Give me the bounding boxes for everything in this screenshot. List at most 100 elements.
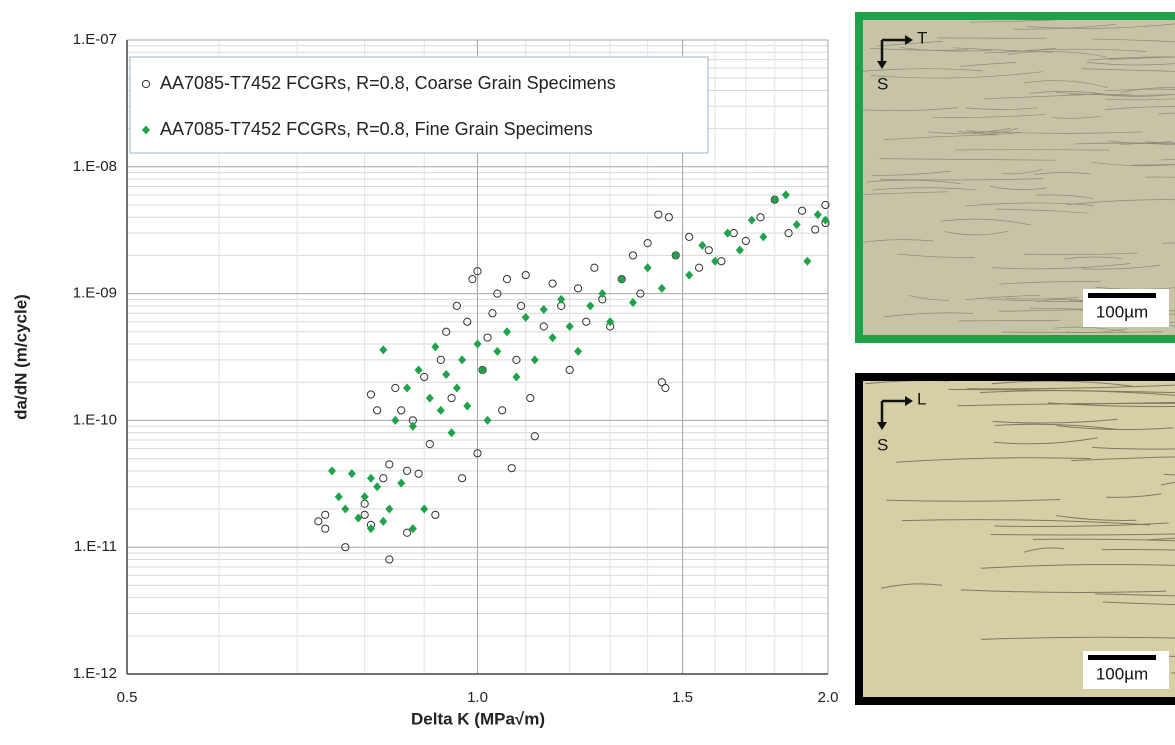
grain-boundary — [960, 62, 1017, 67]
point — [366, 390, 376, 399]
grain-boundary — [900, 47, 994, 52]
point — [530, 432, 539, 441]
grain-boundary — [883, 134, 997, 141]
point — [493, 346, 502, 356]
grain-boundary — [883, 312, 973, 318]
point — [502, 275, 512, 284]
point — [574, 346, 583, 356]
point — [360, 510, 369, 519]
x-tick-label: 1.5 — [672, 689, 693, 706]
grain-boundary — [854, 107, 959, 111]
grain-boundary — [965, 107, 1038, 110]
point — [457, 474, 467, 483]
micrograph-bg — [855, 373, 1175, 705]
grain-boundary — [1081, 264, 1161, 270]
point — [759, 232, 768, 242]
grain-boundary — [1145, 176, 1175, 178]
point — [643, 263, 652, 273]
grain-boundary — [965, 202, 1094, 207]
point — [628, 298, 637, 308]
grain-boundary — [995, 208, 1089, 214]
y-axis-title: da/dN (m/cycle) — [11, 294, 30, 420]
grain-boundary — [1081, 68, 1175, 72]
point — [347, 469, 356, 479]
point — [463, 317, 472, 326]
point — [373, 406, 382, 415]
grain-boundary — [1088, 56, 1175, 61]
x-axis-title: Delta K (MPa√m) — [411, 709, 545, 728]
grain-boundary — [1056, 425, 1173, 431]
point — [521, 270, 530, 280]
point — [685, 232, 694, 242]
point — [664, 213, 673, 222]
point — [414, 469, 423, 478]
point — [447, 393, 456, 403]
grain-boundary — [966, 127, 1019, 134]
grain-boundary — [1160, 481, 1175, 486]
y-tick-label: 1.E-10 — [73, 411, 117, 428]
grain-boundary — [870, 48, 968, 51]
point — [654, 210, 663, 219]
grain-boundary — [1120, 142, 1175, 145]
point — [379, 474, 388, 483]
grain-boundary — [1054, 326, 1130, 334]
point — [797, 206, 807, 215]
point — [483, 333, 492, 342]
point — [360, 492, 369, 502]
grain-boundary — [1034, 172, 1091, 175]
grain-boundary — [1104, 106, 1175, 110]
grain-boundary — [1151, 324, 1175, 327]
grain-boundary — [993, 437, 1098, 445]
x-tick-label: 1.0 — [467, 689, 488, 706]
point — [402, 466, 412, 475]
grain-boundary — [897, 253, 976, 258]
point — [803, 256, 812, 266]
legend-marker — [141, 79, 151, 89]
scale-label: 100µm — [1096, 664, 1148, 683]
point — [711, 256, 720, 266]
grain-boundary — [871, 170, 951, 176]
scale-label: 100µm — [1096, 302, 1148, 321]
point — [431, 342, 440, 352]
point — [565, 365, 574, 375]
point — [436, 355, 445, 365]
point — [447, 428, 456, 438]
point — [366, 524, 375, 534]
grain-boundary — [940, 218, 1032, 226]
grain-boundary — [979, 390, 1175, 396]
point — [473, 267, 482, 276]
grain-boundary — [862, 191, 949, 196]
point — [821, 200, 830, 210]
grain-boundary — [958, 319, 1061, 322]
arrow-head — [877, 422, 887, 430]
grain-boundary — [990, 533, 1175, 536]
point — [473, 339, 482, 349]
grain-boundary — [886, 499, 1061, 502]
point — [493, 289, 502, 298]
point — [442, 327, 451, 336]
point — [321, 510, 330, 519]
grain-boundary — [1026, 23, 1175, 29]
grain-boundary — [992, 263, 1131, 270]
grain-boundary — [895, 457, 1091, 463]
point — [425, 440, 434, 449]
point — [811, 225, 820, 234]
grain-boundary — [1120, 87, 1175, 93]
y-tick-label: 1.E-12 — [73, 665, 117, 682]
point — [366, 473, 375, 483]
grain-boundary — [1092, 38, 1175, 43]
point — [502, 327, 511, 337]
point — [463, 401, 472, 411]
direction-label: L — [917, 389, 926, 408]
grain-boundary — [1023, 252, 1138, 256]
grain-boundary — [1065, 328, 1128, 334]
point — [431, 510, 440, 519]
grain-boundary — [991, 380, 1133, 387]
y-tick-label: 1.E-07 — [73, 31, 117, 48]
grain-boundary — [1024, 547, 1065, 553]
grain-boundary — [855, 68, 983, 73]
grain-boundary — [908, 295, 949, 301]
point — [735, 245, 744, 255]
